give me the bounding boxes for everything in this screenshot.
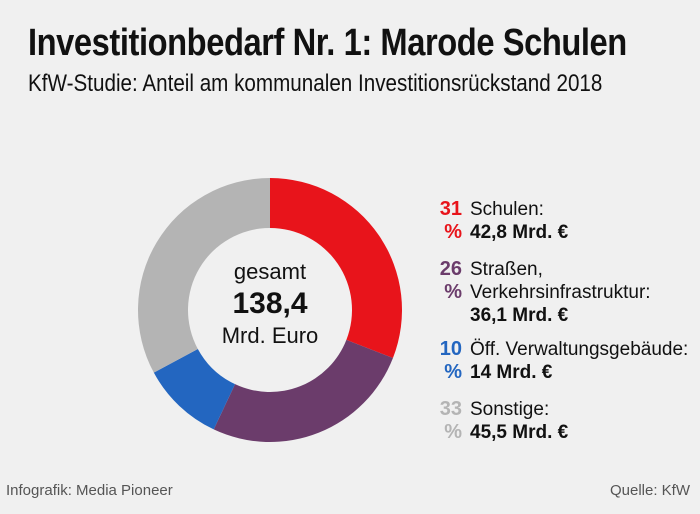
- legend-amount: 45,5 Mrd. €: [470, 422, 569, 443]
- slice-strassen: [213, 339, 393, 442]
- legend-percent: 31 %: [439, 198, 462, 243]
- legend-name-line: Öff. Verwaltungsgebäude:: [470, 339, 689, 360]
- legend-name-line: Sonstige:: [470, 399, 550, 420]
- legend-percent: 26 %: [439, 258, 462, 303]
- legend: 31 % Schulen: 42,8 Mrd. € 26 % Straßen, …: [418, 196, 698, 456]
- footer-credit: Infografik: Media Pioneer: [6, 482, 173, 499]
- slice-verwaltung: [153, 348, 236, 430]
- chart-title: Investitionbedarf Nr. 1: Marode Schulen: [28, 22, 627, 64]
- legend-percent: 10 %: [439, 338, 462, 383]
- legend-name-line: Verkehrsinfrastruktur:: [470, 282, 651, 303]
- footer-source: Quelle: KfW: [609, 482, 690, 499]
- legend-label: Schulen: 42,8 Mrd. €: [470, 198, 568, 244]
- legend-amount: 36,1 Mrd. €: [470, 305, 569, 326]
- legend-item-schulen: 31 % Schulen: 42,8 Mrd. €: [418, 196, 698, 256]
- center-label-bottom: Mrd. Euro: [221, 323, 319, 348]
- legend-item-sonstige: 33 % Sonstige: 45,5 Mrd. €: [418, 396, 698, 456]
- donut-chart: [137, 178, 403, 442]
- legend-name-line: Schulen:: [470, 199, 544, 220]
- slice-sonstige: [137, 178, 270, 373]
- slice-schulen: [270, 178, 403, 359]
- legend-item-strassen: 26 % Straßen, Verkehrsinfrastruktur: 36,…: [418, 256, 698, 336]
- legend-percent: 33 %: [439, 398, 462, 443]
- legend-label: Öff. Verwaltungsgebäude: 14 Mrd. €: [470, 338, 688, 384]
- legend-amount: 14 Mrd. €: [470, 362, 553, 383]
- legend-name-line: Straßen,: [470, 259, 543, 280]
- chart-subtitle: KfW-Studie: Anteil am kommunalen Investi…: [28, 70, 603, 97]
- legend-label: Straßen, Verkehrsinfrastruktur: 36,1 Mrd…: [470, 258, 651, 327]
- legend-amount: 42,8 Mrd. €: [470, 222, 569, 243]
- center-label-top: gesamt: [233, 259, 307, 284]
- legend-label: Sonstige: 45,5 Mrd. €: [470, 398, 568, 444]
- legend-item-verwaltung: 10 % Öff. Verwaltungsgebäude: 14 Mrd. €: [418, 336, 698, 396]
- donut-center: gesamt 138,4 Mrd. Euro: [185, 258, 355, 350]
- center-total-value: 138,4: [232, 287, 308, 320]
